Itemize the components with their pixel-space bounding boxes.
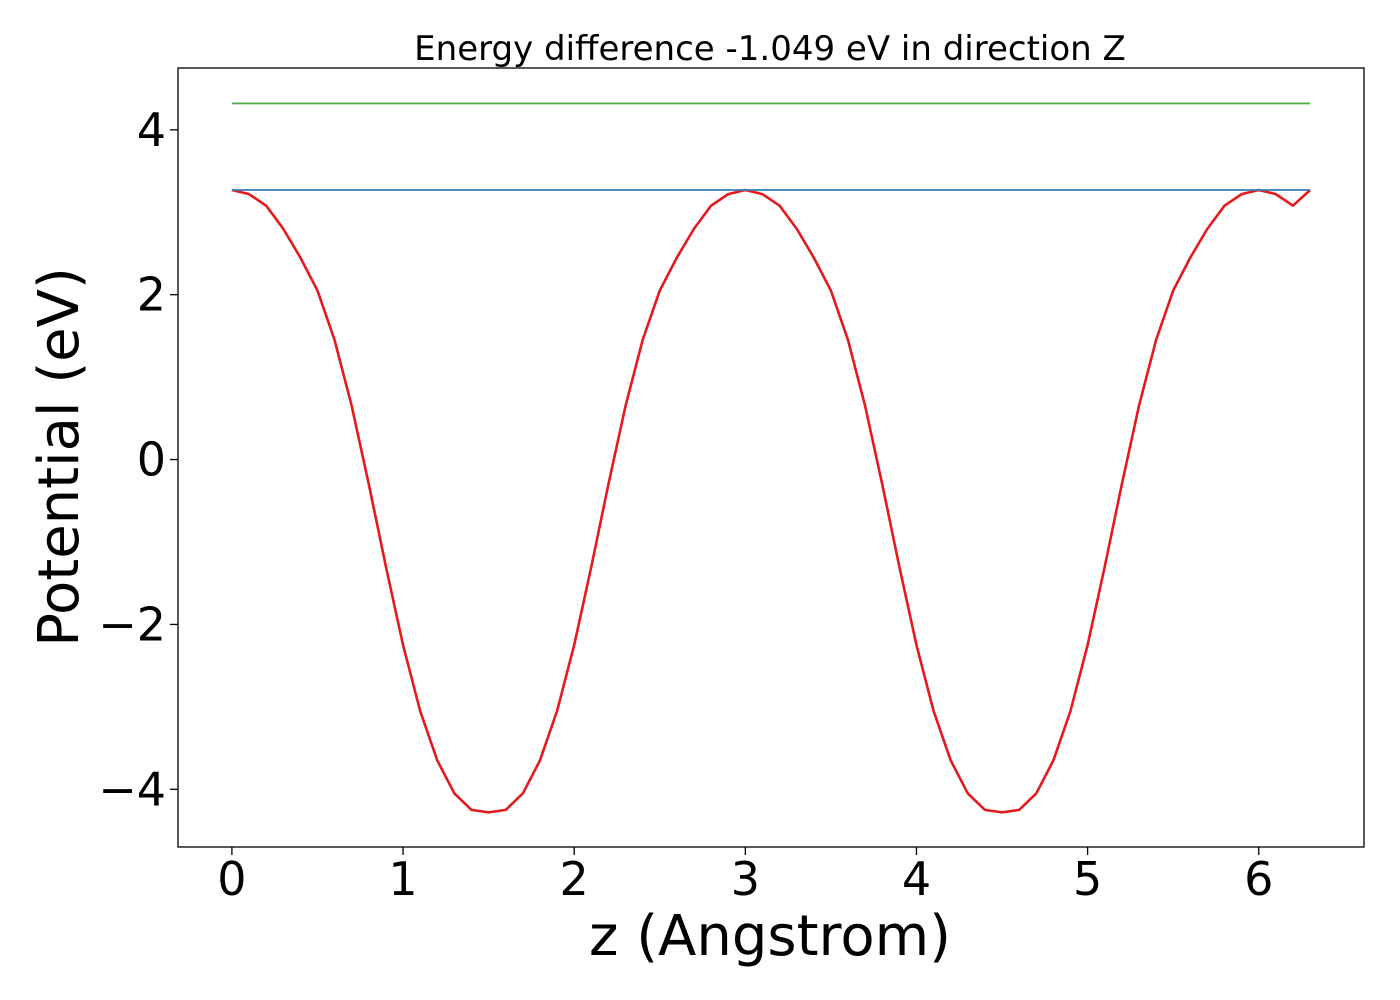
y-tick-label: 0: [137, 433, 166, 487]
x-tick-label: 0: [217, 852, 246, 906]
chart-title: Energy difference -1.049 eV in direction…: [414, 29, 1126, 69]
y-axis-ticks: −4 −2 0 2 4: [98, 103, 178, 816]
series-layer: [231, 102, 1311, 814]
plot-area: [177, 67, 1365, 848]
x-tick-label: 2: [560, 852, 589, 906]
x-tick-label: 3: [731, 852, 760, 906]
x-tick-label: 1: [388, 852, 417, 906]
y-tick-label: 2: [137, 268, 166, 322]
y-tick-label: −4: [98, 762, 166, 816]
x-tick-label: 5: [1073, 852, 1102, 906]
series-line-0: [231, 188, 1311, 814]
x-axis-ticks: 0 1 2 3 4 5 6: [217, 847, 1273, 906]
plot-frame: [177, 67, 1365, 848]
y-tick-label: 4: [137, 103, 166, 157]
x-axis-label: z (Angstrom): [589, 904, 951, 969]
y-tick-label: −2: [98, 597, 166, 651]
x-tick-label: 6: [1244, 852, 1273, 906]
x-tick-label: 4: [902, 852, 931, 906]
y-axis-label: Potential (eV): [27, 267, 92, 647]
